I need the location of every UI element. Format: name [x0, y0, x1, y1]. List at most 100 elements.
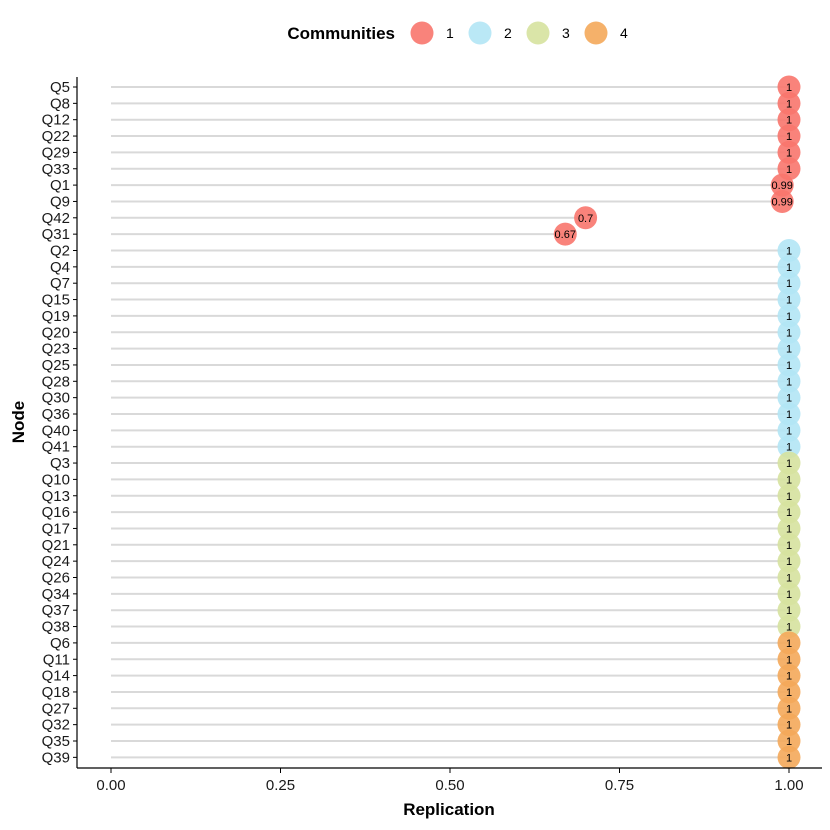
point-Q8: [777, 91, 801, 115]
y-tick-label-Q20: Q20: [42, 324, 70, 341]
y-tick-label-Q2: Q2: [50, 243, 70, 260]
legend-title: Communities: [287, 24, 395, 43]
point-Q23: [777, 337, 801, 361]
point-Q42: [574, 206, 598, 230]
point-Q10: [777, 467, 801, 491]
point-Q6: [777, 631, 801, 655]
legend: Communities 1 2 3 4: [287, 21, 628, 45]
point-Q34: [777, 582, 801, 606]
point-Q16: [777, 500, 801, 524]
point-label-Q11: 1: [786, 654, 792, 666]
y-tick-label-Q6: Q6: [50, 635, 70, 652]
point-Q19: [777, 304, 801, 328]
y-axis-ticks: Q5Q8Q12Q22Q29Q33Q1Q9Q42Q31Q2Q4Q7Q15Q19Q2…: [42, 79, 77, 766]
point-label-Q36: 1: [786, 409, 792, 421]
y-tick-label-Q8: Q8: [50, 95, 70, 112]
y-tick-label-Q38: Q38: [42, 619, 70, 636]
point-label-Q4: 1: [786, 262, 792, 274]
y-tick-label-Q41: Q41: [42, 439, 70, 456]
point-label-Q42: 0.7: [578, 213, 593, 225]
point-Q12: [777, 108, 801, 132]
point-label-Q10: 1: [786, 474, 792, 486]
point-Q18: [777, 680, 801, 704]
point-Q32: [777, 713, 801, 737]
point-Q37: [777, 598, 801, 622]
y-tick-label-Q14: Q14: [42, 668, 70, 685]
point-label-Q2: 1: [786, 246, 792, 258]
point-Q38: [777, 615, 801, 639]
y-tick-label-Q33: Q33: [42, 161, 70, 178]
point-Q14: [777, 664, 801, 688]
y-tick-label-Q34: Q34: [42, 586, 70, 603]
point-Q41: [777, 435, 801, 459]
point-label-Q6: 1: [786, 638, 792, 650]
point-label-Q40: 1: [786, 425, 792, 437]
y-tick-label-Q30: Q30: [42, 390, 70, 407]
point-Q21: [777, 533, 801, 557]
point-label-Q19: 1: [786, 311, 792, 323]
point-Q4: [777, 255, 801, 279]
point-label-Q39: 1: [786, 752, 792, 764]
x-tick-label-0.75: 0.75: [605, 777, 634, 794]
point-label-Q32: 1: [786, 720, 792, 732]
point-Q2: [777, 239, 801, 262]
y-axis-title: Node: [9, 401, 28, 444]
point-Q25: [777, 353, 801, 377]
y-tick-label-Q5: Q5: [50, 79, 70, 96]
y-tick-label-Q13: Q13: [42, 488, 70, 505]
y-tick-label-Q27: Q27: [42, 700, 70, 717]
y-tick-label-Q22: Q22: [42, 128, 70, 145]
point-label-Q24: 1: [786, 556, 792, 568]
point-Q26: [777, 566, 801, 589]
y-tick-label-Q39: Q39: [42, 749, 70, 766]
y-tick-label-Q29: Q29: [42, 144, 70, 161]
x-tick-label-1.00: 1.00: [774, 777, 803, 794]
legend-label-2: 2: [504, 25, 512, 41]
point-Q3: [777, 451, 801, 475]
point-label-Q37: 1: [786, 605, 792, 617]
y-tick-label-Q21: Q21: [42, 537, 70, 554]
y-tick-label-Q37: Q37: [42, 602, 70, 619]
point-Q35: [777, 729, 801, 753]
y-tick-label-Q32: Q32: [42, 717, 70, 734]
point-Q29: [777, 140, 801, 164]
y-tick-label-Q25: Q25: [42, 357, 70, 374]
data-points: 1 1 1 1 1 1 0.99 0.99 0.70.67 1 1 1 1 1 1 1 1 1 1 1 1 1 1 1 1 1 1 1…: [553, 75, 801, 769]
point-label-Q28: 1: [786, 376, 792, 388]
point-label-Q41: 1: [786, 442, 792, 454]
y-tick-label-Q17: Q17: [42, 520, 70, 537]
point-label-Q8: 1: [786, 98, 792, 110]
y-tick-label-Q31: Q31: [42, 226, 70, 243]
y-tick-label-Q12: Q12: [42, 112, 70, 129]
point-Q27: [777, 696, 801, 720]
y-tick-label-Q35: Q35: [42, 733, 70, 750]
point-Q5: [777, 75, 801, 99]
point-Q24: [777, 549, 801, 573]
legend-swatch-2: [468, 21, 492, 45]
point-label-Q18: 1: [786, 687, 792, 699]
point-label-Q33: 1: [786, 164, 792, 176]
point-label-Q1: 0.99: [772, 180, 793, 192]
point-Q9: [770, 189, 794, 213]
y-tick-label-Q24: Q24: [42, 553, 70, 570]
legend-swatch-1: [410, 21, 434, 45]
point-label-Q5: 1: [786, 82, 792, 94]
point-label-Q34: 1: [786, 589, 792, 601]
y-tick-label-Q4: Q4: [50, 259, 70, 276]
point-Q39: [777, 745, 801, 769]
y-tick-label-Q1: Q1: [50, 177, 70, 194]
point-label-Q35: 1: [786, 736, 792, 748]
point-Q17: [777, 516, 801, 540]
y-tick-label-Q3: Q3: [50, 455, 70, 472]
legend-swatch-3: [526, 21, 550, 45]
point-label-Q20: 1: [786, 327, 792, 339]
point-Q28: [777, 369, 801, 393]
point-label-Q3: 1: [786, 458, 792, 470]
point-label-Q38: 1: [786, 622, 792, 634]
point-label-Q23: 1: [786, 344, 792, 356]
legend-entry-1: 1: [410, 21, 454, 45]
x-tick-label-0.50: 0.50: [435, 777, 464, 794]
point-Q20: [777, 320, 801, 344]
point-Q36: [777, 402, 801, 426]
